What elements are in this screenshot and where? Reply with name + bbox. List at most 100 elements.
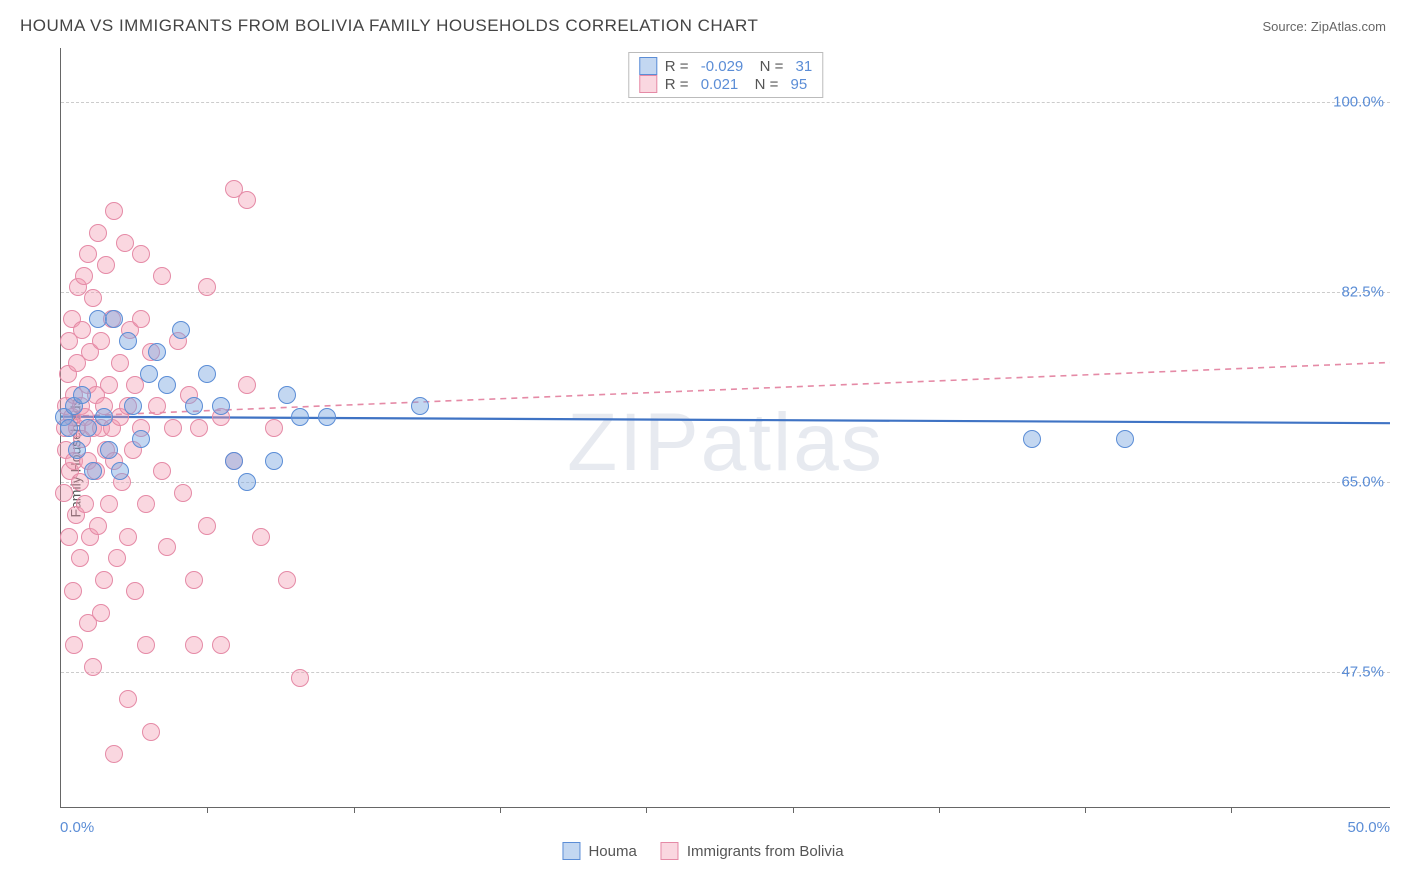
y-tick-label: 100.0%: [1333, 94, 1384, 111]
data-point-blue: [73, 386, 91, 404]
data-point-pink: [238, 191, 256, 209]
y-tick-label: 47.5%: [1341, 664, 1384, 681]
x-tick: [646, 807, 647, 813]
data-point-blue: [265, 452, 283, 470]
data-point-blue: [1023, 430, 1041, 448]
data-point-pink: [119, 690, 137, 708]
swatch-blue: [562, 842, 580, 860]
data-point-pink: [73, 321, 91, 339]
series-label-blue: Houma: [588, 843, 636, 860]
x-tick: [354, 807, 355, 813]
data-point-pink: [265, 419, 283, 437]
data-point-pink: [132, 310, 150, 328]
data-point-blue: [185, 397, 203, 415]
series-label-pink: Immigrants from Bolivia: [687, 843, 844, 860]
data-point-blue: [212, 397, 230, 415]
data-point-blue: [119, 332, 137, 350]
y-tick-label: 82.5%: [1341, 284, 1384, 301]
data-point-pink: [132, 245, 150, 263]
legend-row-pink: R = 0.021 N = 95: [639, 75, 812, 93]
data-point-pink: [100, 376, 118, 394]
swatch-pink: [661, 842, 679, 860]
data-point-pink: [92, 332, 110, 350]
data-point-pink: [71, 549, 89, 567]
data-point-blue: [132, 430, 150, 448]
n-value-pink: 95: [791, 76, 808, 93]
data-point-blue: [140, 365, 158, 383]
data-point-blue: [318, 408, 336, 426]
data-point-pink: [164, 419, 182, 437]
r-value-blue: -0.029: [701, 58, 744, 75]
data-point-pink: [174, 484, 192, 502]
chart-title: HOUMA VS IMMIGRANTS FROM BOLIVIA FAMILY …: [20, 16, 758, 36]
x-tick: [939, 807, 940, 813]
data-point-blue: [411, 397, 429, 415]
data-point-pink: [84, 658, 102, 676]
data-point-pink: [238, 376, 256, 394]
data-point-pink: [89, 517, 107, 535]
gridline: [61, 482, 1390, 483]
trend-lines: [61, 48, 1390, 807]
data-point-pink: [291, 669, 309, 687]
data-point-pink: [185, 636, 203, 654]
data-point-blue: [225, 452, 243, 470]
data-point-pink: [108, 549, 126, 567]
data-point-pink: [153, 462, 171, 480]
data-point-pink: [75, 267, 93, 285]
data-point-pink: [126, 582, 144, 600]
data-point-pink: [111, 354, 129, 372]
gridline: [61, 102, 1390, 103]
data-point-pink: [105, 745, 123, 763]
data-point-blue: [60, 419, 78, 437]
data-point-blue: [291, 408, 309, 426]
data-point-pink: [116, 234, 134, 252]
swatch-pink: [639, 75, 657, 93]
r-label: R =: [665, 76, 693, 93]
data-point-blue: [68, 441, 86, 459]
data-point-blue: [198, 365, 216, 383]
x-tick: [1231, 807, 1232, 813]
data-point-blue: [111, 462, 129, 480]
data-point-blue: [278, 386, 296, 404]
data-point-pink: [158, 538, 176, 556]
legend-item-blue: Houma: [562, 842, 636, 860]
data-point-pink: [76, 495, 94, 513]
data-point-blue: [1116, 430, 1134, 448]
data-point-blue: [100, 441, 118, 459]
data-point-pink: [65, 636, 83, 654]
data-point-pink: [95, 571, 113, 589]
chart-source: Source: ZipAtlas.com: [1262, 19, 1386, 34]
correlation-legend: R = -0.029 N = 31 R = 0.021 N = 95: [628, 52, 823, 98]
data-point-pink: [153, 267, 171, 285]
x-tick: [207, 807, 208, 813]
n-label: N =: [746, 76, 782, 93]
r-label: R =: [665, 58, 693, 75]
data-point-blue: [158, 376, 176, 394]
data-point-pink: [142, 723, 160, 741]
gridline: [61, 292, 1390, 293]
data-point-blue: [79, 419, 97, 437]
chart-container: Family Households ZIPatlas R = -0.029 N …: [10, 48, 1396, 868]
x-tick-max: 50.0%: [1347, 819, 1390, 836]
data-point-blue: [95, 408, 113, 426]
y-tick-label: 65.0%: [1341, 474, 1384, 491]
data-point-pink: [60, 528, 78, 546]
data-point-pink: [97, 256, 115, 274]
plot-area: ZIPatlas R = -0.029 N = 31 R = 0.021 N =…: [60, 48, 1390, 808]
series-legend: Houma Immigrants from Bolivia: [562, 842, 843, 860]
data-point-pink: [198, 517, 216, 535]
data-point-blue: [84, 462, 102, 480]
data-point-pink: [198, 278, 216, 296]
x-tick: [500, 807, 501, 813]
data-point-blue: [148, 343, 166, 361]
data-point-pink: [278, 571, 296, 589]
data-point-pink: [89, 224, 107, 242]
r-value-pink: 0.021: [701, 76, 739, 93]
gridline: [61, 672, 1390, 673]
x-tick-min: 0.0%: [60, 819, 94, 836]
legend-row-blue: R = -0.029 N = 31: [639, 57, 812, 75]
data-point-blue: [105, 310, 123, 328]
data-point-pink: [185, 571, 203, 589]
data-point-pink: [137, 636, 155, 654]
data-point-pink: [92, 604, 110, 622]
